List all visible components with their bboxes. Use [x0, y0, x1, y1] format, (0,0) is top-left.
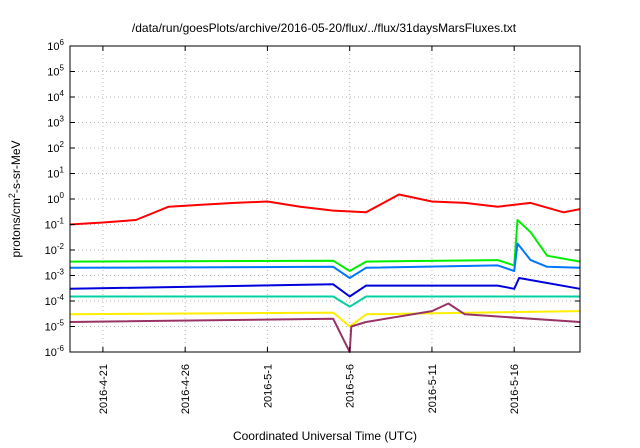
y-axis-label-rest: -s-sr-MeV: [9, 140, 23, 193]
y-axis: 10-610-510-410-310-210-11001011021031041…: [45, 38, 580, 359]
y-tick-label-base: 10: [47, 41, 59, 53]
y-tick-label: 10-3: [45, 268, 65, 283]
y-tick-label-base: 10: [47, 118, 59, 130]
plot-area: [69, 193, 581, 353]
y-tick-label-base: 10: [47, 67, 59, 79]
series-line-1: [69, 219, 581, 272]
y-tick-label-base: 10: [45, 220, 57, 232]
y-axis-label-sup: 2: [7, 193, 17, 198]
y-tick-label: 10-6: [45, 344, 65, 359]
y-tick-label: 101: [47, 166, 64, 181]
series-line-0: [69, 193, 581, 226]
y-tick-label-base: 10: [45, 296, 57, 308]
y-tick-label-exp: -2: [57, 242, 65, 251]
y-tick-label: 10-5: [45, 319, 65, 334]
x-tick-label: 2016-5-1: [262, 364, 274, 408]
y-tick-label: 100: [47, 191, 64, 206]
x-tick-label: 2016-4-21: [98, 364, 110, 414]
series-line-2: [69, 242, 581, 279]
y-tick-label-exp: 2: [60, 140, 65, 149]
y-tick-label: 103: [47, 115, 64, 130]
y-tick-label-base: 10: [47, 143, 59, 155]
chart-title: /data/run/goesPlots/archive/2016-05-20/f…: [132, 21, 517, 35]
x-axis: 2016-4-21 2016-4-26 2016-5-1 2016-5-6 2016-5…: [98, 46, 521, 414]
y-tick-label-base: 10: [45, 271, 57, 283]
y-tick-label-exp: 1: [60, 166, 65, 175]
y-tick-label-base: 10: [47, 169, 59, 181]
y-tick-label: 104: [47, 89, 64, 104]
x-tick-label: 2016-5-16: [509, 364, 521, 414]
grid: [70, 46, 580, 352]
y-tick-label-base: 10: [45, 347, 57, 359]
y-axis-label-base: protons/cm: [9, 198, 23, 257]
y-tick-label: 106: [47, 38, 64, 53]
y-tick-label-exp: 5: [60, 64, 65, 73]
series-line-4: [70, 295, 580, 308]
y-tick-label-exp: 6: [60, 38, 65, 47]
y-tick-label: 10-1: [45, 217, 65, 232]
y-tick-label-base: 10: [45, 245, 57, 257]
y-tick-label-exp: 4: [60, 89, 65, 98]
y-tick-label: 105: [47, 64, 64, 79]
x-tick-label: 2016-5-6: [345, 364, 357, 408]
x-tick-label: 2016-5-11: [427, 364, 439, 413]
series-line-5: [69, 310, 581, 328]
y-tick-label-exp: -4: [57, 293, 65, 302]
y-tick-label: 102: [47, 140, 64, 155]
y-tick-label: 10-4: [45, 293, 65, 308]
y-tick-label-exp: 0: [60, 191, 65, 200]
y-tick-label-exp: -5: [57, 319, 65, 328]
y-tick-label-exp: 3: [60, 115, 65, 124]
y-tick-label-base: 10: [47, 92, 59, 104]
x-tick-label: 2016-4-26: [180, 364, 192, 414]
x-axis-label: Coordinated Universal Time (UTC): [233, 429, 417, 443]
y-tick-label-exp: -6: [57, 344, 65, 353]
y-tick-label-base: 10: [47, 194, 59, 206]
series-line-6: [69, 302, 581, 353]
y-tick-label-exp: -1: [57, 217, 65, 226]
series-line-3: [69, 277, 581, 298]
y-tick-label-exp: -3: [57, 268, 65, 277]
y-tick-label: 10-2: [45, 242, 65, 257]
y-tick-label-base: 10: [45, 322, 57, 334]
y-axis-label: protons/cm2-s-sr-MeV: [7, 140, 23, 257]
